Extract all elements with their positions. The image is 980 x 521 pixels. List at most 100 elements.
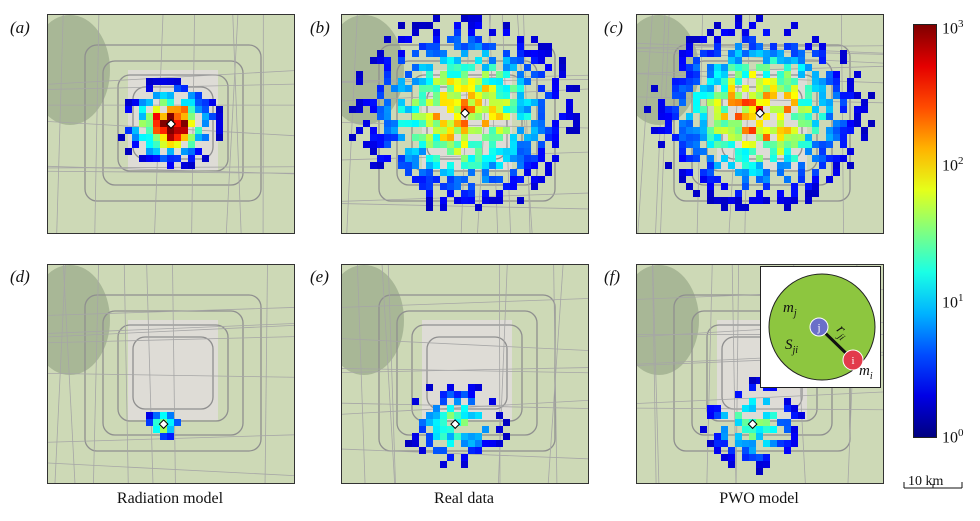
heat-cell	[454, 71, 461, 78]
road	[48, 83, 294, 90]
heat-cell	[812, 36, 819, 43]
origin-marker	[747, 419, 758, 430]
colorbar-tick-1e3: 103	[942, 18, 964, 38]
heat-cell	[461, 71, 468, 78]
heat-cell	[735, 22, 742, 29]
heat-cell	[398, 36, 405, 43]
heat-cell	[721, 440, 728, 447]
heat-cell	[847, 127, 854, 134]
heat-cell	[756, 155, 763, 162]
heat-cell	[798, 412, 805, 419]
heat-cell	[482, 176, 489, 183]
heat-cell	[139, 113, 146, 120]
heat-cell	[763, 78, 770, 85]
heat-cell	[728, 64, 735, 71]
heat-cell	[412, 155, 419, 162]
heat-cell	[742, 106, 749, 113]
heat-cell	[749, 426, 756, 433]
heat-cell	[188, 162, 195, 169]
heat-cell	[398, 57, 405, 64]
inset-sji-label: Sji	[785, 337, 799, 356]
heat-cell	[763, 426, 770, 433]
heat-cell	[819, 113, 826, 120]
heat-cell	[756, 190, 763, 197]
heat-cell	[440, 391, 447, 398]
heat-cell	[489, 176, 496, 183]
heat-cell	[777, 141, 784, 148]
heat-cell	[167, 155, 174, 162]
heat-cell	[756, 454, 763, 461]
heat-cell	[384, 113, 391, 120]
heat-cell	[735, 134, 742, 141]
heat-cell	[679, 148, 686, 155]
map-panel-c	[636, 14, 884, 234]
heat-cell	[756, 419, 763, 426]
heat-cell	[426, 85, 433, 92]
heat-cell	[854, 113, 861, 120]
heat-cell	[496, 197, 503, 204]
heat-cell	[777, 197, 784, 204]
heat-cell	[573, 85, 580, 92]
heat-cell	[770, 85, 777, 92]
heat-cell	[721, 113, 728, 120]
heat-cell	[356, 127, 363, 134]
heat-cell	[433, 176, 440, 183]
heat-cell	[475, 43, 482, 50]
heat-cell	[742, 36, 749, 43]
heat-cell	[125, 106, 132, 113]
heat-cell	[447, 127, 454, 134]
heat-cell	[538, 155, 545, 162]
heat-cell	[714, 412, 721, 419]
road	[342, 338, 588, 351]
heat-cell	[791, 440, 798, 447]
heat-cell	[517, 57, 524, 64]
heat-cell	[426, 71, 433, 78]
heat-cell	[679, 85, 686, 92]
heat-cell	[475, 440, 482, 447]
heat-cell	[167, 162, 174, 169]
heat-cell	[805, 106, 812, 113]
heat-cell	[784, 92, 791, 99]
heat-cell	[735, 92, 742, 99]
heat-cell	[412, 148, 419, 155]
heat-cell	[440, 419, 447, 426]
heat-cell	[447, 391, 454, 398]
heat-cell	[728, 134, 735, 141]
heat-cell	[363, 120, 370, 127]
heat-cell	[454, 29, 461, 36]
heat-cell	[433, 43, 440, 50]
heat-cell	[461, 162, 468, 169]
heat-cell	[531, 155, 538, 162]
heat-cell	[412, 113, 419, 120]
heat-cell	[735, 57, 742, 64]
heat-cell	[461, 155, 468, 162]
heat-cell	[489, 92, 496, 99]
heat-cell	[503, 155, 510, 162]
heat-cell	[167, 106, 174, 113]
heat-cell	[356, 99, 363, 106]
heat-cell	[749, 99, 756, 106]
heat-cell	[489, 134, 496, 141]
heat-cell	[545, 162, 552, 169]
heat-cell	[503, 419, 510, 426]
heat-cell	[819, 92, 826, 99]
heat-cell	[454, 57, 461, 64]
heat-cell	[412, 162, 419, 169]
heat-cell	[784, 71, 791, 78]
panel-label-a: (a)	[10, 18, 30, 37]
heat-cell	[412, 106, 419, 113]
panel-label-b: (b)	[310, 18, 330, 37]
heat-cell	[812, 50, 819, 57]
road	[48, 324, 294, 338]
heat-cell	[749, 377, 756, 384]
road	[387, 265, 396, 483]
heat-cell	[363, 99, 370, 106]
heat-cell	[419, 22, 426, 29]
heat-cell	[714, 36, 721, 43]
heat-cell	[538, 57, 545, 64]
heat-cell	[707, 92, 714, 99]
heat-cell	[517, 85, 524, 92]
heat-cell	[370, 148, 377, 155]
heat-cell	[517, 78, 524, 85]
heat-cell	[545, 43, 552, 50]
